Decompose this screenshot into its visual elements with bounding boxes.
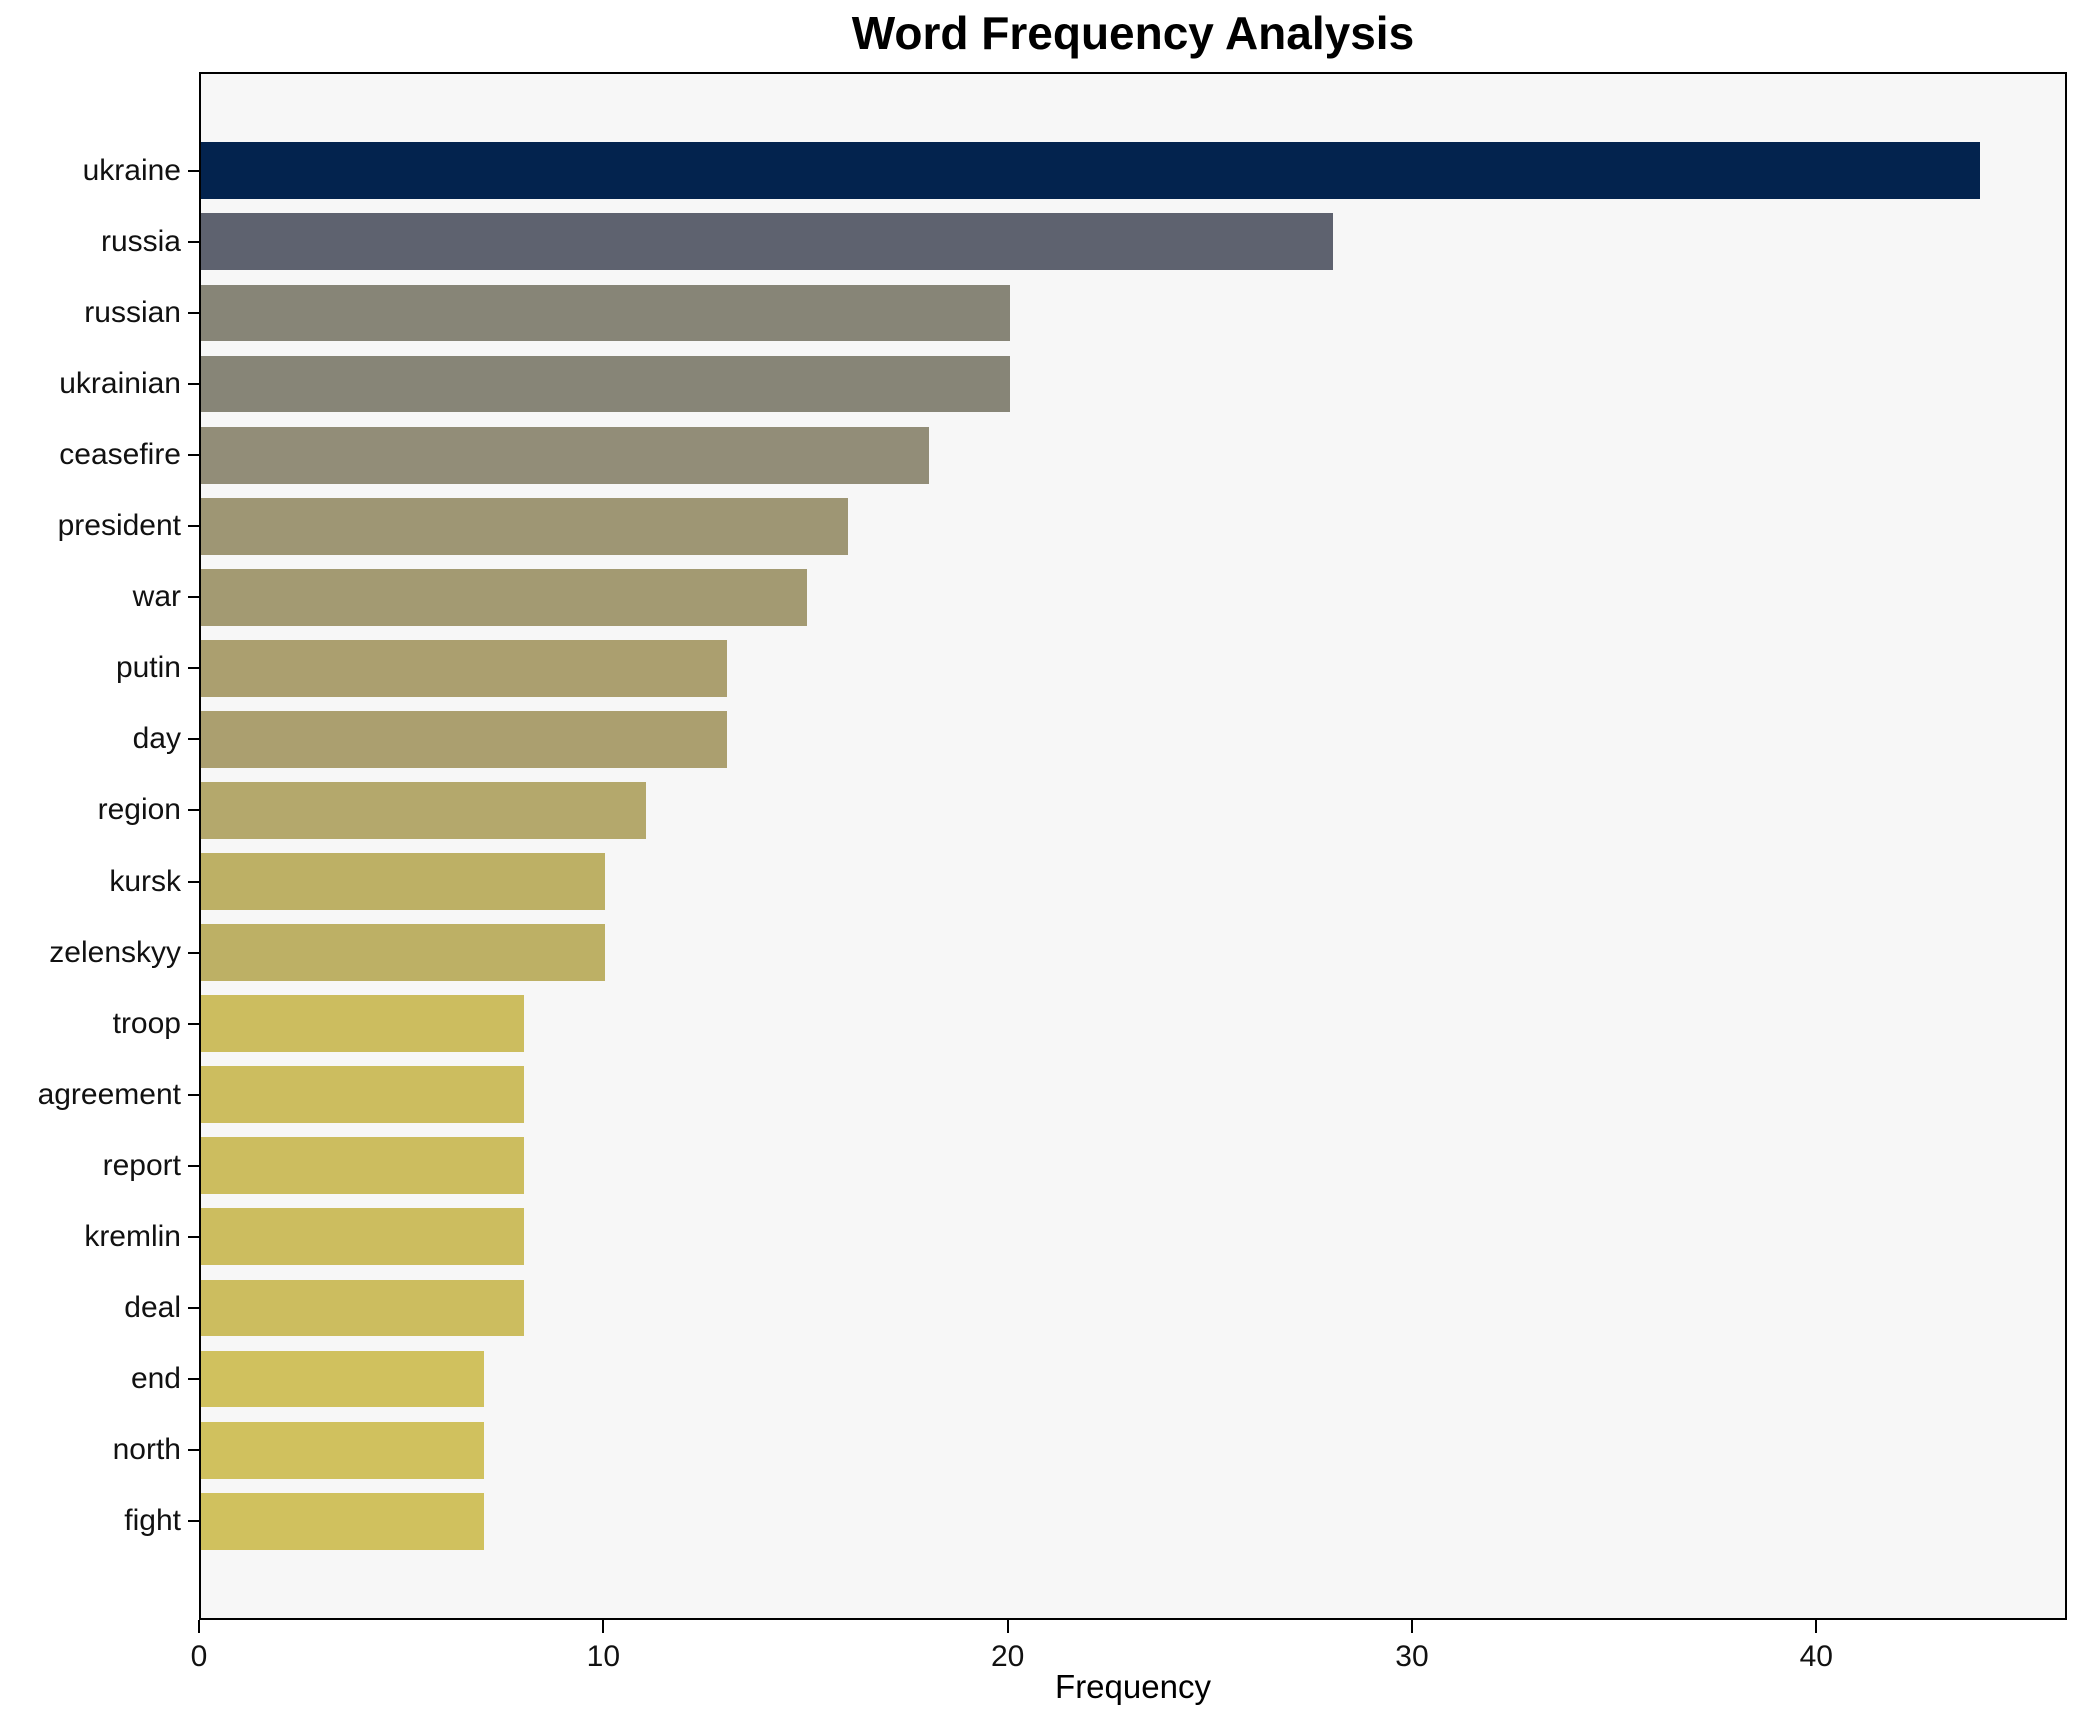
y-tick-mark	[188, 525, 199, 528]
y-tick-mark	[188, 169, 199, 172]
y-tick-mark	[188, 596, 199, 599]
y-tick-mark	[188, 383, 199, 386]
bar-zelenskyy	[201, 924, 606, 982]
y-tick-mark	[188, 880, 199, 883]
x-axis-label: Frequency	[1055, 1668, 1211, 1705]
x-tick-mark-20	[1006, 1620, 1009, 1633]
bar-agreement	[201, 1066, 525, 1124]
y-tick-mark	[188, 1164, 199, 1167]
y-tick-label-russian: russian	[84, 295, 181, 329]
x-tick-label-20: 20	[990, 1640, 1025, 1673]
y-tick-label-ceasefire: ceasefire	[59, 438, 181, 472]
y-tick-mark	[188, 951, 199, 954]
y-tick-mark	[188, 1449, 199, 1452]
x-tick-mark-40	[1815, 1620, 1818, 1633]
bar-putin	[201, 639, 727, 697]
bar-deal	[201, 1279, 525, 1337]
y-tick-mark	[188, 809, 199, 812]
y-tick-label-kursk: kursk	[109, 864, 181, 898]
y-tick-mark	[188, 1235, 199, 1238]
y-tick-label-fight: fight	[124, 1504, 181, 1538]
bar-war	[201, 568, 808, 626]
y-tick-label-russia: russia	[100, 224, 181, 258]
y-tick-mark	[188, 1093, 199, 1096]
y-tick-label-putin: putin	[115, 651, 181, 685]
y-tick-mark	[188, 311, 199, 314]
bar-president	[201, 497, 848, 555]
x-tick-label-10: 10	[586, 1640, 621, 1673]
bar-north	[201, 1421, 485, 1479]
y-tick-mark	[188, 454, 199, 457]
y-tick-label-day: day	[132, 722, 181, 756]
y-tick-label-end: end	[130, 1362, 181, 1396]
y-tick-mark	[188, 1306, 199, 1309]
y-tick-label-zelenskyy: zelenskyy	[49, 935, 181, 969]
y-tick-label-deal: deal	[124, 1290, 181, 1324]
y-tick-label-region: region	[97, 793, 181, 827]
y-tick-mark	[188, 1520, 199, 1523]
y-tick-label-kremlin: kremlin	[84, 1219, 181, 1253]
bar-russia	[201, 213, 1334, 271]
y-tick-label-troop: troop	[112, 1006, 181, 1040]
bar-report	[201, 1137, 525, 1195]
bar-ceasefire	[201, 426, 929, 484]
x-tick-label-0: 0	[190, 1640, 208, 1673]
y-tick-label-war: war	[132, 580, 181, 614]
bar-end	[201, 1350, 485, 1408]
x-tick-mark-30	[1410, 1620, 1413, 1633]
x-tick-label-40: 40	[1799, 1640, 1833, 1673]
y-tick-label-north: north	[112, 1433, 181, 1467]
bar-day	[201, 710, 727, 768]
chart-title: Word Frequency Analysis	[851, 7, 1415, 59]
bar-kursk	[201, 853, 606, 910]
plot-area	[199, 72, 2067, 1620]
bar-fight	[201, 1492, 485, 1550]
bar-ukraine	[201, 142, 1981, 200]
y-tick-label-report: report	[102, 1148, 181, 1182]
x-tick-mark-0	[198, 1620, 200, 1633]
x-tick-label-30: 30	[1395, 1640, 1429, 1673]
bar-kremlin	[201, 1208, 525, 1266]
y-tick-mark	[188, 1378, 199, 1381]
x-tick-mark-10	[602, 1620, 605, 1633]
bar-troop	[201, 995, 525, 1053]
y-tick-mark	[188, 240, 199, 243]
y-tick-label-ukrainian: ukrainian	[59, 367, 181, 401]
bar-russian	[201, 284, 1010, 342]
y-tick-mark	[188, 1022, 199, 1025]
bar-ukrainian	[201, 355, 1010, 413]
y-tick-mark	[188, 738, 199, 741]
y-tick-label-agreement: agreement	[37, 1077, 181, 1111]
y-tick-mark	[188, 667, 199, 670]
y-tick-label-ukraine: ukraine	[82, 153, 181, 187]
y-tick-label-president: president	[57, 509, 181, 543]
bar-region	[201, 782, 646, 839]
